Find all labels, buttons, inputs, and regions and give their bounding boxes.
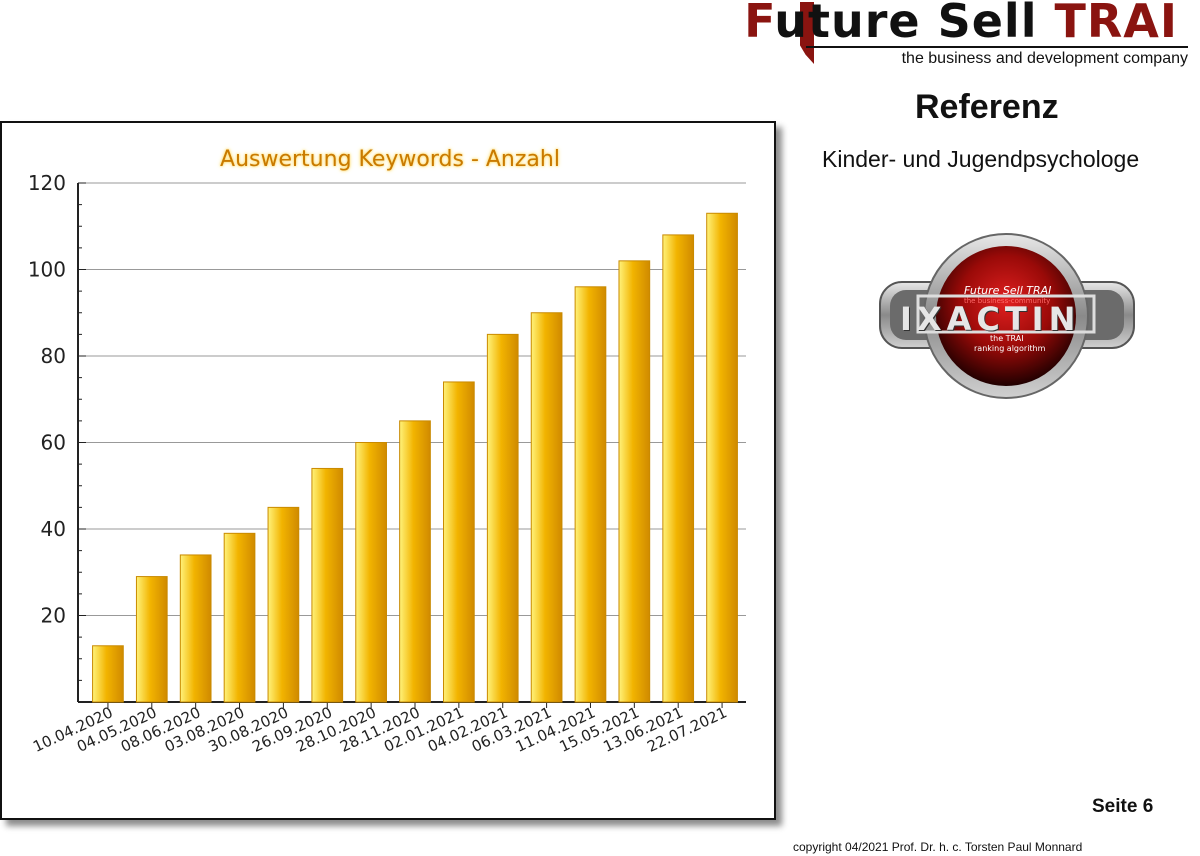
bar-04.02.2021 [486,333,519,703]
brand-name: Future Sell TRAI [744,0,1178,48]
bar-26.09.2020 [311,467,344,703]
chart-title: Auswertung Keywords - Anzahl [220,147,560,172]
bar-13.06.2021 [662,234,695,703]
logo-caption-1: the TRAI [990,334,1024,343]
brand-header: Future Sell TRAI the business and develo… [744,0,1190,72]
bar-08.06.2020 [179,554,212,703]
y-tick-label: 60 [41,431,66,455]
brand-tagline: the business and development company [901,50,1188,67]
ixactin-logo: Future Sell TRAI the business-community … [878,232,1136,400]
bar-02.01.2021 [443,381,475,703]
copyright-text: copyright 04/2021 Prof. Dr. h. c. Torste… [793,840,1083,854]
bar-03.08.2020 [223,532,256,703]
logo-community-text: the business-community [964,297,1051,305]
logo-word: IXACTIN [900,300,1081,338]
bar-22.07.2021 [706,212,738,703]
brand-hook-mark [800,2,814,64]
bar-04.05.2020 [135,576,168,703]
y-tick-label: 120 [28,171,66,195]
bar-15.05.2021 [618,260,651,703]
bar-chart: 2040608010012010.04.202004.05.202008.06.… [28,171,746,756]
bar-06.03.2021 [530,312,563,703]
bar-28.10.2020 [355,442,387,703]
bar-10.04.2020 [92,645,124,703]
y-tick-label: 100 [28,258,66,282]
page-number: Seite 6 [1092,796,1154,817]
logo-caption-2: ranking algorithm [974,344,1046,353]
bar-11.04.2021 [574,286,607,703]
y-tick-label: 20 [41,604,66,628]
page-subtitle: Kinder- und Jugendpsychologe [822,146,1140,172]
ixactin-logo-graphic [879,233,1135,399]
logo-top-text: Future Sell TRAI [964,284,1052,297]
bar-30.08.2020 [267,506,300,703]
page-title: Referenz [915,88,1059,126]
brand-underline [806,46,1188,48]
y-tick-label: 40 [41,517,66,541]
bar-28.11.2020 [399,420,431,703]
y-tick-label: 80 [41,344,66,368]
